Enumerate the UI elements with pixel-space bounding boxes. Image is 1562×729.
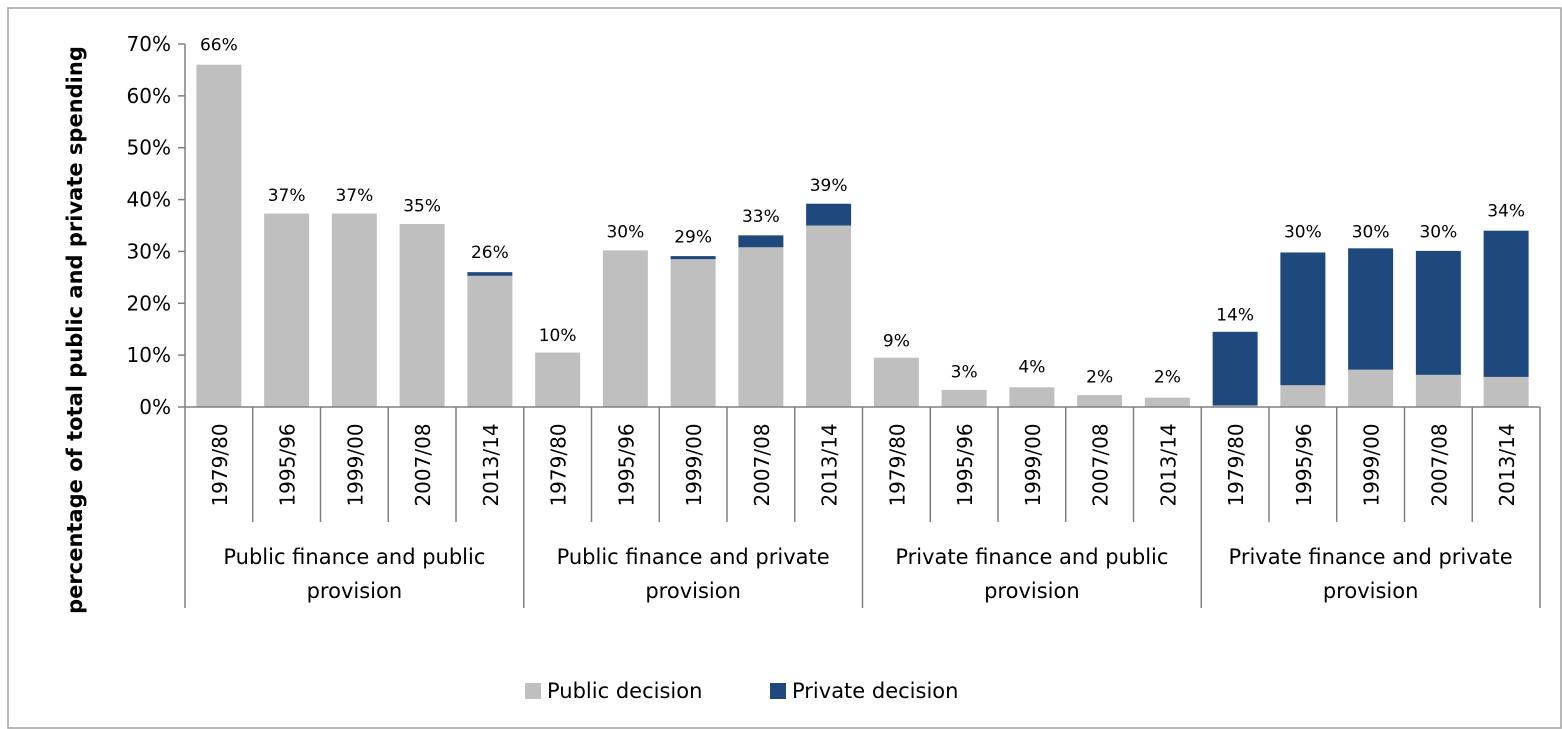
bar-segment — [1212, 331, 1258, 406]
legend-label: Private decision — [792, 679, 958, 703]
x-tick-label: 1979/80 — [885, 423, 909, 506]
bar-segment — [1212, 405, 1258, 407]
bar-segment — [196, 64, 242, 407]
bar-segment — [1415, 250, 1461, 375]
bar-segment — [1280, 252, 1326, 386]
y-tick-label: 30% — [127, 239, 171, 263]
bar-segment — [535, 352, 581, 407]
bar-segment — [1280, 385, 1326, 407]
data-label: 30% — [1284, 222, 1322, 242]
bar-segment — [1144, 397, 1190, 407]
bar-segment — [941, 389, 987, 407]
x-tick-label: 1995/96 — [276, 423, 300, 506]
bar-segment — [1483, 230, 1529, 377]
x-tick-label: 1979/80 — [1224, 423, 1248, 506]
data-label: 33% — [742, 207, 780, 227]
y-tick-label: 20% — [127, 291, 171, 315]
bar-segment — [467, 272, 513, 276]
x-tick-label: 2013/14 — [1495, 423, 1519, 506]
y-tick-label: 0% — [139, 395, 171, 419]
data-label: 4% — [1018, 357, 1045, 377]
bar-segment — [1348, 369, 1394, 407]
x-tick-label: 1979/80 — [208, 423, 232, 506]
data-label: 30% — [606, 222, 644, 242]
frame — [7, 7, 1562, 729]
data-label: 14% — [1216, 305, 1254, 325]
data-label: 2% — [1154, 368, 1181, 388]
x-tick-label: 1999/00 — [1360, 423, 1384, 506]
x-tick-label: 1999/00 — [1021, 423, 1045, 506]
y-tick-label: 50% — [127, 136, 171, 160]
y-tick-label: 40% — [127, 188, 171, 212]
x-tick-label: 2007/08 — [411, 423, 435, 506]
data-label: 35% — [403, 197, 441, 217]
bar-segment — [602, 250, 648, 407]
x-tick-label: 2007/08 — [1427, 423, 1451, 506]
bar-segment — [738, 235, 784, 248]
bar-segment — [670, 259, 716, 407]
legend-swatch — [525, 683, 541, 699]
data-label: 39% — [810, 176, 848, 196]
bar-segment — [738, 247, 784, 407]
data-label: 30% — [1352, 222, 1390, 242]
bar-segment — [1009, 387, 1055, 407]
data-label: 9% — [883, 331, 910, 351]
x-tick-label: 2013/14 — [818, 423, 842, 506]
bar-segment — [1483, 376, 1529, 407]
bar-segment — [1348, 248, 1394, 370]
x-tick-label: 1999/00 — [343, 423, 367, 506]
legend-swatch — [770, 683, 786, 699]
y-tick-label: 10% — [127, 343, 171, 367]
data-label: 3% — [951, 362, 978, 382]
legend-label: Public decision — [547, 679, 702, 703]
bar-segment — [873, 357, 919, 407]
bar-segment — [806, 203, 852, 226]
data-label: 37% — [268, 186, 306, 206]
data-label: 2% — [1086, 368, 1113, 388]
data-label: 34% — [1487, 202, 1525, 222]
bar-segment — [399, 223, 445, 407]
bar-segment — [1415, 374, 1461, 407]
bar-segment — [331, 213, 377, 407]
bar-segment — [670, 256, 716, 260]
x-tick-label: 1995/96 — [614, 423, 638, 506]
data-label: 37% — [335, 186, 373, 206]
x-tick-label: 2007/08 — [750, 423, 774, 506]
y-tick-label: 70% — [127, 32, 171, 56]
bar-segment — [467, 275, 513, 407]
bar-segment — [806, 225, 852, 407]
y-tick-label: 60% — [127, 84, 171, 108]
x-tick-label: 1995/96 — [953, 423, 977, 506]
data-label: 26% — [471, 243, 509, 263]
data-label: 29% — [674, 228, 712, 248]
x-tick-label: 2013/14 — [479, 423, 503, 506]
bar-segment — [1077, 395, 1123, 407]
bar-segment — [264, 213, 310, 407]
y-axis-title: percentage of total public and private s… — [63, 46, 87, 614]
group-label: Public finance and private provision — [556, 545, 830, 603]
group-label: Public finance and public provision — [223, 545, 486, 603]
data-label: 10% — [539, 326, 577, 346]
group-label: Private finance and private provision — [1228, 545, 1513, 603]
x-tick-label: 1979/80 — [547, 423, 571, 506]
data-label: 66% — [200, 36, 238, 56]
data-label: 30% — [1419, 222, 1457, 242]
x-tick-label: 1995/96 — [1292, 423, 1316, 506]
x-tick-label: 2013/14 — [1156, 423, 1180, 506]
group-label: Private finance and public provision — [895, 545, 1169, 603]
x-tick-label: 2007/08 — [1089, 423, 1113, 506]
x-tick-label: 1999/00 — [682, 423, 706, 506]
